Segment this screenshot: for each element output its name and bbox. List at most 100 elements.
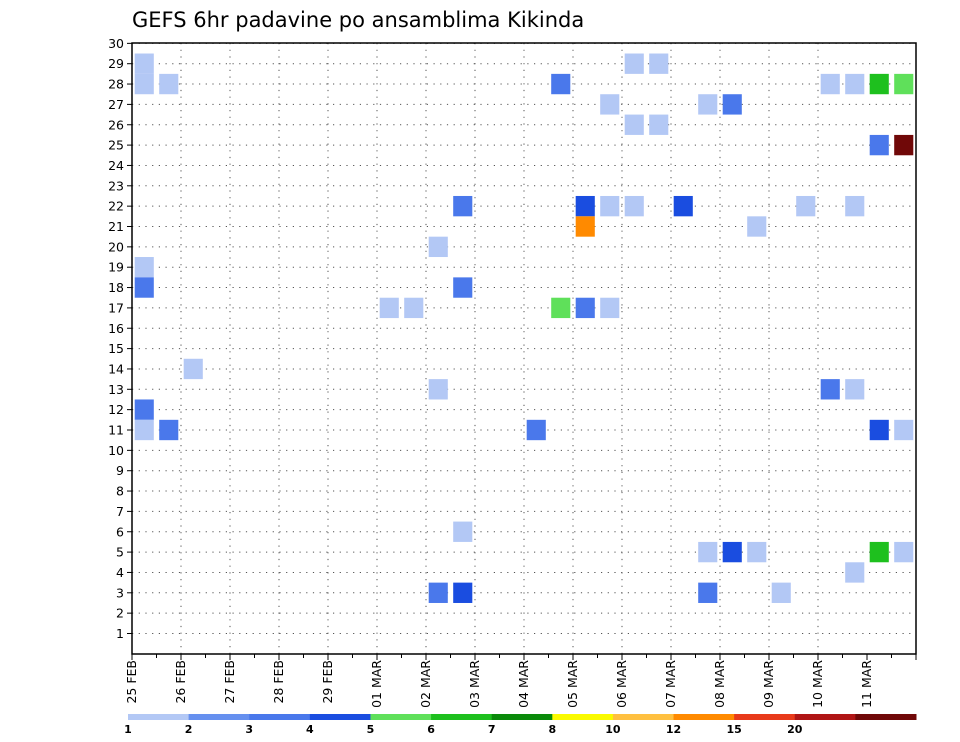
heat-cell — [379, 297, 399, 319]
x-tick-label: 02 MAR — [418, 660, 433, 708]
heat-cell — [845, 195, 865, 217]
legend-swatch — [431, 714, 493, 720]
heat-cell — [453, 277, 473, 298]
y-tick-label: 21 — [108, 219, 124, 234]
heat-cell — [575, 216, 595, 237]
x-tick-label: 05 MAR — [565, 660, 580, 708]
x-tick-label: 28 FEB — [271, 660, 286, 704]
y-tick-label: 9 — [116, 463, 124, 478]
legend-swatch — [128, 714, 190, 720]
plot-frame — [131, 42, 917, 655]
x-tick-label: 06 MAR — [614, 660, 629, 708]
heat-cell — [894, 73, 914, 95]
x-tick-label: 03 MAR — [467, 660, 482, 708]
heat-cell — [649, 53, 669, 74]
heat-cell — [796, 195, 816, 217]
y-tick-label: 1 — [116, 626, 124, 641]
y-tick-label: 27 — [108, 97, 124, 112]
legend-label: 20 — [787, 723, 803, 736]
heat-cell — [747, 541, 767, 563]
y-tick-label: 2 — [116, 606, 124, 621]
legend-swatch — [309, 714, 371, 720]
heat-cell — [771, 582, 791, 603]
heat-cell — [624, 53, 644, 74]
legend-swatch — [794, 714, 856, 720]
legend-swatch — [612, 714, 675, 720]
y-tick-label: 24 — [108, 158, 124, 173]
legend-swatch — [673, 714, 735, 720]
y-tick-label: 20 — [108, 239, 124, 254]
heat-cell — [428, 236, 448, 258]
x-tick-label: 09 MAR — [761, 660, 776, 708]
heat-cell — [722, 541, 742, 563]
legend-label: 6 — [427, 723, 435, 736]
y-tick-label: 30 — [108, 36, 124, 51]
heat-cell — [820, 73, 840, 95]
y-tick-label: 18 — [108, 280, 124, 295]
x-tick-label: 04 MAR — [516, 660, 531, 708]
heat-cell — [526, 419, 546, 441]
x-tick-label: 25 FEB — [124, 660, 139, 704]
heat-cell — [649, 114, 669, 135]
heat-cell — [453, 582, 473, 603]
heat-cell — [159, 73, 179, 95]
legend-swatch — [552, 714, 614, 720]
heat-cell — [698, 582, 718, 603]
heat-cell — [159, 419, 179, 441]
y-tick-label: 13 — [108, 382, 124, 397]
legend-swatch — [249, 714, 311, 720]
y-tick-label: 19 — [108, 260, 124, 275]
y-axis: 1234567891011121314151617181920212223242… — [108, 36, 132, 641]
legend-label: 2 — [185, 723, 193, 736]
y-tick-label: 28 — [108, 77, 124, 92]
legend-label: 8 — [548, 723, 556, 736]
x-tick-label: 27 FEB — [222, 660, 237, 704]
legend-label: 10 — [605, 723, 621, 736]
heat-cell — [673, 195, 693, 217]
grid-lines — [132, 42, 916, 654]
heat-cell — [134, 419, 154, 441]
legend-label: 7 — [488, 723, 496, 736]
heat-cell — [428, 582, 448, 603]
y-tick-label: 5 — [116, 545, 124, 560]
legend-swatch — [370, 714, 432, 720]
heat-cell — [845, 562, 865, 583]
heat-cell — [894, 419, 914, 441]
y-tick-label: 17 — [108, 300, 124, 315]
legend-label: 4 — [306, 723, 314, 736]
heat-cell — [722, 94, 742, 115]
color-legend: 1 2 3 4 5 6 7 8 10 12 15 20 — [124, 714, 917, 736]
y-tick-label: 10 — [108, 443, 124, 458]
legend-label: 3 — [245, 723, 253, 736]
heat-cell — [551, 73, 571, 95]
y-tick-label: 6 — [116, 524, 124, 539]
legend-label: 5 — [367, 723, 375, 736]
heat-cell — [404, 297, 424, 319]
heat-cell — [183, 358, 203, 380]
heat-cell — [453, 195, 473, 217]
x-tick-label: 07 MAR — [663, 660, 678, 708]
heat-cell — [698, 541, 718, 563]
y-tick-label: 3 — [116, 585, 124, 600]
heat-cell — [624, 114, 644, 135]
heat-cell — [575, 195, 595, 217]
x-tick-label: 01 MAR — [369, 660, 384, 708]
y-tick-label: 8 — [116, 484, 124, 499]
heat-cell — [845, 379, 865, 400]
legend-swatch — [855, 714, 917, 720]
x-axis: 25 FEB 26 FEB 27 FEB 28 FEB 29 FEB 01 MAR 02 M… — [124, 654, 917, 708]
heat-cell — [600, 297, 620, 319]
legend-swatch — [188, 714, 250, 720]
x-tick-label: 26 FEB — [173, 660, 188, 704]
y-tick-label: 23 — [108, 178, 124, 193]
legend-label: 15 — [726, 723, 741, 736]
heat-cell — [820, 379, 840, 400]
heat-cell — [845, 73, 865, 95]
y-tick-label: 29 — [108, 56, 124, 71]
heat-cell — [134, 53, 154, 74]
heat-cell — [551, 297, 571, 319]
ensemble-cells — [134, 53, 914, 603]
y-tick-label: 26 — [108, 117, 124, 132]
y-tick-label: 11 — [108, 423, 124, 438]
